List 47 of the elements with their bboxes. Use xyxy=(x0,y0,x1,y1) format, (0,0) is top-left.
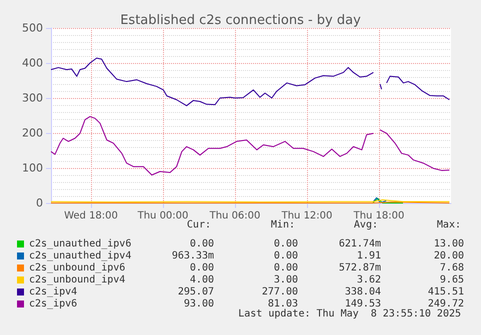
text: 0.00 xyxy=(274,250,298,262)
text: Avg: xyxy=(354,220,378,230)
text: 277.00 xyxy=(262,286,298,298)
text: 338.04 xyxy=(344,286,381,298)
text: 295.07 xyxy=(178,286,214,298)
x-tick-label: Thu 12:00 xyxy=(280,210,332,222)
text: 13.00 xyxy=(434,238,464,250)
text: 20.00 xyxy=(434,250,464,262)
text: 149.53 xyxy=(344,298,381,310)
x-tick-label: Thu 00:00 xyxy=(136,210,188,222)
legend-label: c2s_unauthed_ipv4 xyxy=(29,250,132,262)
text: Max: xyxy=(436,220,461,230)
text: 621.74m xyxy=(338,238,381,250)
y-tick-label: 100 xyxy=(22,162,43,174)
y-tick-label: 400 xyxy=(22,56,43,70)
text: 0.00 xyxy=(190,262,214,274)
legend-label: c2s_unbound_ipv4 xyxy=(29,274,126,286)
x-tick-label: Thu 18:00 xyxy=(352,210,404,222)
x-tick-label: Wed 18:00 xyxy=(64,210,118,222)
text: 0.00 xyxy=(190,238,214,250)
legend-label: c2s_unbound_ipv6 xyxy=(29,262,126,274)
text: 9.65 xyxy=(440,274,464,286)
y-tick-label: 200 xyxy=(22,126,43,140)
legend-label: c2s_ipv6 xyxy=(29,298,78,310)
chart-title: Established c2s connections - by day xyxy=(120,13,362,28)
text: 7.68 xyxy=(440,262,464,274)
text: 93.00 xyxy=(184,298,214,310)
legend-label: c2s_unauthed_ipv6 xyxy=(29,238,132,250)
text: 81.03 xyxy=(268,298,298,310)
y-tick-label: 500 xyxy=(22,22,43,34)
legend-label: c2s_ipv4 xyxy=(29,286,78,298)
text: 415.51 xyxy=(428,286,464,298)
text: 3.00 xyxy=(274,274,298,286)
text: 1.91 xyxy=(356,250,381,262)
text: 0.00 xyxy=(274,262,298,274)
text: 572.87m xyxy=(338,262,381,274)
text: Cur: xyxy=(186,220,211,230)
text: 963.33m xyxy=(172,250,214,262)
x-tick-label: Thu 06:00 xyxy=(208,210,260,222)
y-tick-label: 300 xyxy=(22,92,43,104)
text: 0.00 xyxy=(274,238,298,250)
text: Min: xyxy=(270,220,295,230)
text: Last update: Thu May 8 23:55:10 2025 xyxy=(238,308,462,320)
text: 4.00 xyxy=(190,274,214,286)
y-tick-label: 0 xyxy=(36,196,43,210)
text: 3.62 xyxy=(356,274,381,286)
text: 249.72 xyxy=(428,298,464,310)
